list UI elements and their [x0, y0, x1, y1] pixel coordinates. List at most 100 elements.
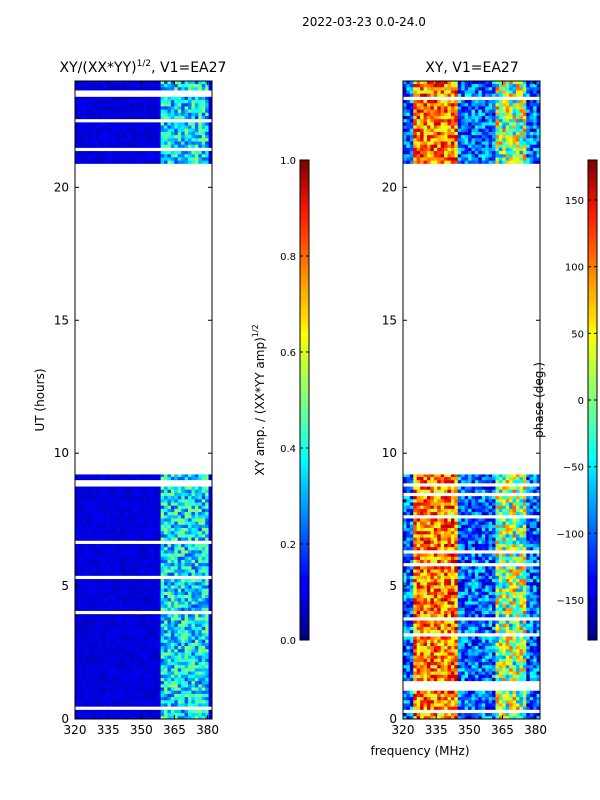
heatmap-cell	[505, 690, 510, 694]
heatmap-cell	[177, 474, 182, 477]
heatmap-cell	[109, 696, 114, 701]
heatmap-cell	[88, 125, 93, 129]
heatmap-cell	[191, 712, 196, 717]
heatmap-cell	[98, 642, 103, 647]
heatmap-cell	[146, 703, 151, 707]
heatmap-cell	[201, 655, 206, 659]
heatmap-cell	[208, 703, 212, 707]
heatmap-cell	[81, 648, 86, 653]
heatmap-cell	[478, 658, 483, 662]
heatmap-cell	[488, 674, 493, 678]
heatmap-cell	[109, 546, 114, 551]
heatmap-cell	[184, 607, 189, 611]
heatmap-cell	[153, 607, 158, 611]
heatmap-cell	[181, 575, 186, 580]
heatmap-cell	[188, 99, 192, 104]
heatmap-cell	[88, 505, 93, 509]
heatmap-cell	[143, 581, 148, 586]
heatmap-cell	[184, 693, 189, 698]
heatmap-cell	[177, 96, 182, 101]
heatmap-cell	[136, 153, 141, 158]
heatmap-cell	[188, 150, 192, 155]
heatmap-cell	[92, 553, 96, 557]
heatmap-cell	[461, 683, 466, 688]
heatmap-cell	[140, 81, 144, 85]
heatmap-cell	[129, 134, 134, 139]
heatmap-cell	[102, 661, 107, 666]
heatmap-cell	[116, 680, 120, 685]
heatmap-cell	[191, 514, 196, 519]
heatmap-cell	[109, 524, 114, 528]
heatmap-cell	[133, 709, 138, 714]
heatmap-cell	[157, 90, 162, 94]
heatmap-cell	[205, 581, 209, 586]
heatmap-cell	[95, 690, 100, 694]
heatmap-cell	[119, 661, 124, 666]
heatmap-cell	[81, 86, 86, 91]
heatmap-cell	[170, 521, 175, 525]
heatmap-cell	[81, 93, 86, 97]
heatmap-cell	[433, 683, 438, 688]
heatmap-cell	[109, 661, 114, 666]
heatmap-cell	[129, 699, 134, 704]
heatmap-cell	[105, 118, 110, 123]
heatmap-cell	[119, 96, 124, 101]
heatmap-cell	[119, 699, 124, 704]
heatmap-cell	[105, 543, 110, 548]
heatmap-cell	[160, 690, 165, 694]
heatmap-cell	[157, 699, 162, 704]
heatmap-cell	[167, 492, 172, 497]
heatmap-cell	[205, 115, 209, 120]
heatmap-cell	[105, 642, 110, 647]
heatmap-cell	[146, 121, 151, 126]
heatmap-cell	[109, 569, 114, 573]
heatmap-cell	[194, 687, 199, 691]
heatmap-cell	[167, 540, 172, 544]
heatmap-cell	[423, 680, 428, 685]
heatmap-cell	[181, 667, 186, 672]
heatmap-cell	[495, 658, 500, 662]
heatmap-cell	[109, 160, 114, 164]
heatmap-cell	[98, 147, 103, 152]
heatmap-cell	[181, 648, 186, 653]
heatmap-cell	[177, 607, 182, 611]
heatmap-cell	[122, 559, 127, 564]
heatmap-cell	[198, 607, 203, 611]
heatmap-cell	[78, 626, 83, 631]
heatmap-cell	[133, 109, 138, 113]
heatmap-cell	[157, 521, 162, 525]
heatmap-cell	[198, 581, 203, 586]
heatmap-cell	[122, 626, 127, 631]
heatmap-cell	[116, 131, 120, 136]
heatmap-cell	[85, 508, 90, 513]
heatmap-cell	[177, 632, 182, 637]
heatmap-cell	[177, 652, 182, 656]
heatmap-cell	[95, 693, 100, 698]
heatmap-cell	[498, 699, 503, 704]
heatmap-cell	[85, 680, 90, 685]
heatmap-cell	[150, 521, 155, 525]
heatmap-cell	[95, 137, 100, 142]
heatmap-cell	[188, 502, 192, 506]
heatmap-cell	[112, 479, 117, 484]
heatmap-cell	[198, 90, 203, 94]
heatmap-cell	[105, 102, 110, 107]
heatmap-cell	[167, 495, 172, 500]
heatmap-cell	[109, 112, 114, 116]
heatmap-cell	[474, 696, 479, 701]
heatmap-cell	[519, 667, 524, 672]
heatmap-cell	[184, 652, 189, 656]
heatmap-cell	[181, 86, 186, 91]
heatmap-cell	[201, 632, 206, 637]
heatmap-cell	[129, 565, 134, 570]
heatmap-cell	[140, 671, 144, 675]
heatmap-cell	[129, 153, 134, 158]
heatmap-cell	[208, 604, 212, 608]
heatmap-cell	[512, 664, 517, 669]
heatmap-cell	[88, 706, 93, 710]
heatmap-cell	[205, 639, 209, 643]
heatmap-cell	[92, 610, 96, 615]
heatmap-cell	[102, 616, 107, 621]
heatmap-cell	[81, 687, 86, 691]
heatmap-cell	[109, 540, 114, 544]
